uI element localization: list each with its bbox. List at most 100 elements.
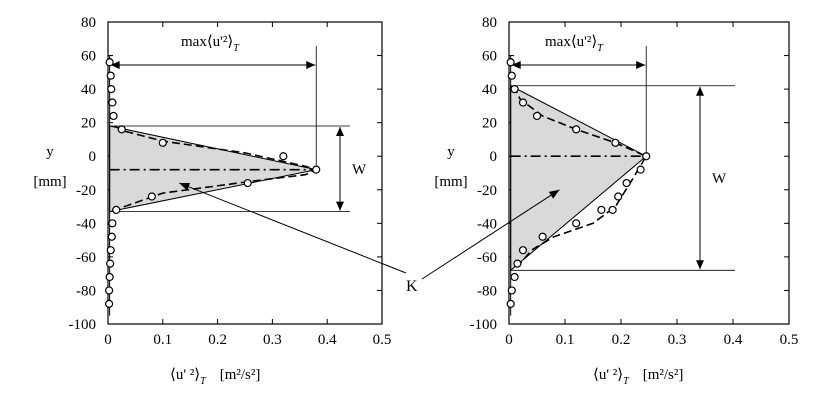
max-arrow-head-right [636, 61, 646, 69]
left-xlabel-unit: [m²/s²] [220, 367, 261, 383]
right-xlabel-quantity: ⟨u' ²⟩ [593, 367, 623, 383]
x-tick-label: 0.3 [668, 332, 687, 348]
y-tick-label: 20 [81, 116, 96, 132]
right-width-label: W [712, 171, 727, 187]
right-xlabel-unit: [m²/s²] [643, 367, 684, 383]
y-tick-label: -80 [76, 283, 96, 299]
right-axis-ticks: 0 0.1 0.2 0.3 0.4 0.5 80 60 40 20 0 -20 -40 -60 -80 -10… [470, 15, 799, 348]
data-point [513, 259, 522, 268]
width-arrow-head-top [336, 127, 344, 137]
x-tick-label: 0.5 [780, 332, 799, 348]
max-arrow-head-right [306, 61, 316, 69]
right-max-label: max⟨u'²⟩T [545, 34, 604, 54]
data-point [108, 219, 117, 228]
right-series-layer [506, 55, 651, 316]
data-point [104, 299, 114, 308]
data-point [611, 138, 620, 147]
x-tick-label: 0.2 [208, 332, 227, 348]
data-point [279, 152, 288, 161]
y-tick-label: -20 [477, 183, 497, 199]
left-axis-ticks: 0 0.1 0.2 0.3 0.4 0.5 80 60 40 20 0 -20 -40 -60 -80 -10… [69, 15, 392, 348]
data-point [506, 299, 515, 308]
data-point [117, 125, 126, 134]
right-max-label-text: max⟨u'²⟩ [545, 34, 597, 50]
y-tick-label: -80 [477, 283, 497, 299]
data-point [104, 286, 114, 295]
data-point [106, 71, 115, 80]
y-tick-label: 40 [482, 82, 497, 98]
y-tick-label: 80 [482, 15, 497, 31]
data-point [510, 272, 519, 282]
y-tick-label: -40 [477, 216, 497, 232]
x-tick-label: 0.3 [263, 332, 282, 348]
k-arrow-left [179, 182, 407, 274]
y-tick-label: 0 [89, 149, 97, 165]
k-arrow-head-left [179, 183, 191, 191]
y-tick-label: -20 [76, 183, 96, 199]
left-width-label: W [352, 162, 367, 178]
left-triangle-layer [109, 125, 317, 213]
x-tick-label: 0 [505, 332, 513, 348]
y-tick-label: 40 [81, 82, 96, 98]
y-tick-label: 20 [482, 116, 497, 132]
left-max-label: max⟨u'²⟩T [181, 34, 240, 54]
data-point [107, 85, 116, 94]
x-tick-label: 0.1 [153, 332, 172, 348]
data-point [106, 259, 115, 268]
right-chart: 0 0.1 0.2 0.3 0.4 0.5 80 60 40 20 0 -20 -40 -60 -80 -10… [434, 15, 798, 387]
y-tick-label: -40 [76, 216, 96, 232]
shaded-triangle [109, 125, 317, 213]
shaded-triangle [510, 84, 648, 272]
width-arrow-head-bottom [696, 260, 704, 270]
data-point [312, 165, 321, 174]
right-triangle-layer [510, 84, 648, 272]
k-annotation: K [179, 182, 560, 295]
data-point [507, 71, 516, 80]
x-tick-label: 0.2 [612, 332, 631, 348]
data-point [158, 138, 167, 147]
data-point [243, 178, 252, 188]
right-xlabel: ⟨u' ²⟩T [m²/s²] [593, 367, 683, 387]
left-max-label-text: max⟨u'²⟩ [181, 34, 233, 50]
right-plot-area [508, 21, 790, 325]
left-chart: 0 0.1 0.2 0.3 0.4 0.5 80 60 40 20 0 -20 -40 -60 -80 -10… [33, 15, 391, 387]
width-arrow-head-top [696, 86, 704, 96]
data-point [112, 205, 121, 215]
right-ylabel-line1: y [447, 144, 455, 160]
y-tick-label: -100 [69, 317, 97, 333]
left-xlabel: ⟨u' ²⟩T [m²/s²] [170, 367, 260, 387]
data-point [608, 205, 617, 215]
y-tick-label: 60 [482, 49, 497, 65]
data-point [622, 178, 631, 188]
data-point [108, 98, 117, 107]
left-guide-layer [109, 46, 350, 212]
k-arrow-head-right [548, 189, 560, 199]
k-arrow-right [421, 189, 560, 280]
left-xlabel-subscript: T [200, 376, 207, 387]
y-tick-label: -100 [470, 317, 498, 333]
left-series-layer [104, 55, 321, 316]
data-point [597, 205, 606, 215]
data-point [506, 58, 515, 67]
data-point [105, 58, 114, 67]
y-tick-label: -60 [477, 250, 497, 266]
data-point [636, 165, 645, 174]
y-tick-label: 60 [81, 49, 96, 65]
data-point [109, 111, 118, 121]
data-point [538, 232, 547, 241]
y-tick-label: -60 [76, 250, 96, 266]
data-point [642, 152, 651, 161]
data-point [147, 192, 156, 201]
x-tick-label: 0.1 [556, 332, 575, 348]
max-arrow-head-left [110, 61, 120, 69]
data-point [106, 246, 115, 255]
data-point [107, 232, 116, 241]
x-tick-label: 0.4 [724, 332, 743, 348]
y-tick-label: 80 [81, 15, 96, 31]
y-tick-label: 0 [490, 149, 498, 165]
left-plot-area [107, 21, 383, 325]
data-point [518, 98, 528, 107]
data-point [614, 192, 623, 201]
x-tick-label: 0.5 [373, 332, 392, 348]
right-ylabel-line2: [mm] [434, 174, 467, 190]
